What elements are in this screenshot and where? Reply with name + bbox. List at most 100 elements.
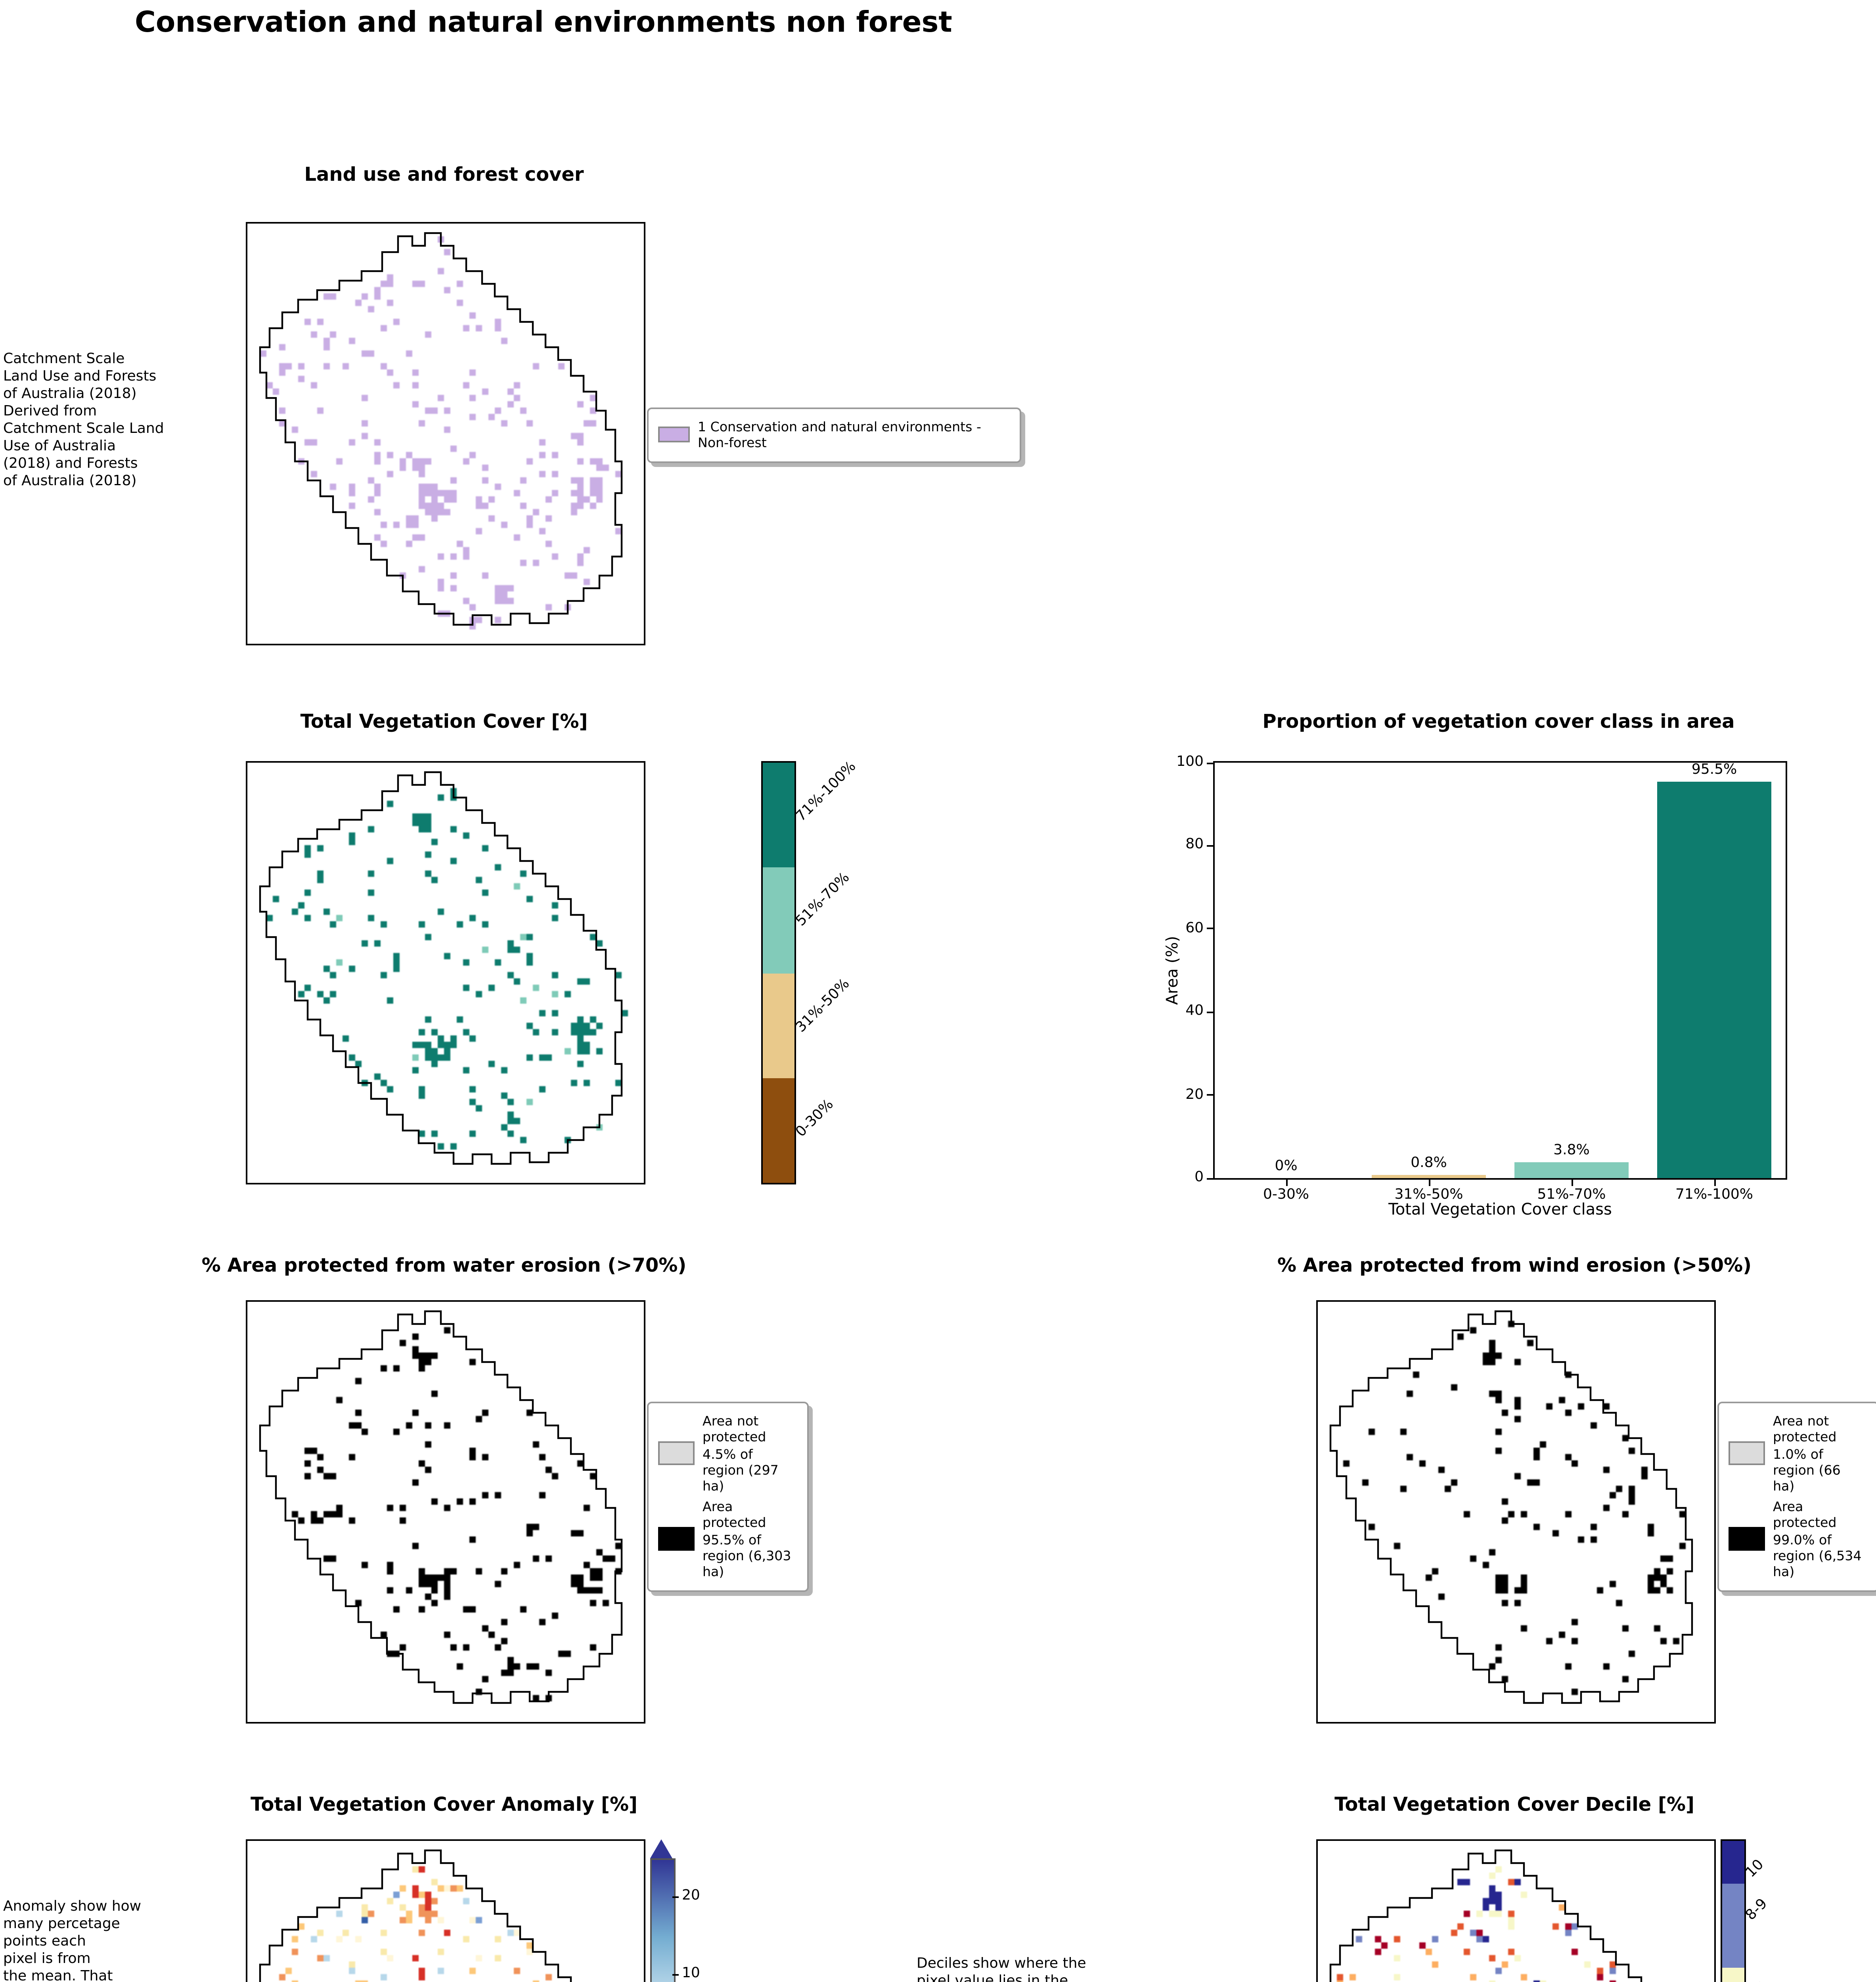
y-tick bbox=[1207, 845, 1213, 847]
bar-value-label: 0.8% bbox=[1411, 1156, 1447, 1172]
decile-raster bbox=[1318, 1841, 1714, 1982]
landuse-raster bbox=[247, 224, 644, 644]
anomaly-gradient-bar bbox=[650, 1858, 676, 1982]
tvc-raster bbox=[247, 763, 644, 1183]
bar-value-label: 0% bbox=[1275, 1159, 1298, 1175]
x-tick-label: 51%-70% bbox=[1537, 1188, 1606, 1203]
y-tick-label: 20 bbox=[1185, 1087, 1204, 1103]
water-protected-label: Area protected 95.5% of region (6,303 ha… bbox=[703, 1498, 791, 1580]
anomaly-colorbar: 20100−10−20 bbox=[650, 1839, 700, 1982]
bar-71%-100% bbox=[1657, 781, 1771, 1178]
water-protected-swatch bbox=[658, 1527, 695, 1551]
x-tick-label: 0-30% bbox=[1263, 1188, 1309, 1203]
anomaly-cbar-tick bbox=[672, 1896, 678, 1898]
water-notprotected-swatch bbox=[658, 1442, 695, 1466]
page-title: Conservation and natural environments no… bbox=[135, 6, 952, 40]
legend-entry: Area protected 95.5% of region (6,303 ha… bbox=[658, 1498, 798, 1580]
wind-raster bbox=[1318, 1302, 1714, 1722]
water-legend: Area not protected 4.5% of region (297 h… bbox=[647, 1402, 809, 1592]
y-tick bbox=[1207, 928, 1213, 930]
anomaly-cbar-tick-label: 20 bbox=[682, 1889, 700, 1905]
catchment-boundary bbox=[259, 771, 623, 1165]
proportion-bar-chart: Area (%) Total Vegetation Cover class 0 2… bbox=[1165, 755, 1787, 1219]
decile-cbar-segment bbox=[1722, 1967, 1744, 1982]
tvc-map bbox=[246, 761, 645, 1184]
decile-title: Total Vegetation Cover Decile [%] bbox=[1334, 1793, 1694, 1816]
y-tick-label: 80 bbox=[1185, 838, 1204, 854]
chart-xlabel: Total Vegetation Cover class bbox=[1388, 1202, 1612, 1219]
legend-entry: Area not protected 1.0% of region (66 ha… bbox=[1729, 1413, 1868, 1495]
tvc-cbar-segment bbox=[763, 973, 794, 1078]
catchment-boundary bbox=[259, 232, 623, 626]
landuse-legend-swatch bbox=[658, 427, 690, 443]
catchment-boundary bbox=[259, 1310, 623, 1704]
legend-entry: 1 Conservation and natural environments … bbox=[658, 419, 1010, 451]
tvc-cbar-label: 71%-100% bbox=[793, 759, 860, 826]
x-tick bbox=[1571, 1180, 1572, 1186]
anomaly-note: Anomaly show how many percetage points e… bbox=[3, 1900, 142, 1982]
anomaly-title: Total Vegetation Cover Anomaly [%] bbox=[251, 1793, 637, 1816]
x-tick bbox=[1713, 1180, 1715, 1186]
decile-map bbox=[1316, 1839, 1716, 1982]
landuse-source-note: Catchment Scale Land Use and Forests of … bbox=[3, 352, 164, 490]
water-raster bbox=[247, 1302, 644, 1722]
catchment-boundary bbox=[259, 1849, 572, 1982]
tvc-cbar-segment bbox=[763, 1078, 794, 1183]
y-tick-label: 40 bbox=[1185, 1004, 1204, 1020]
y-tick-label: 60 bbox=[1185, 921, 1204, 937]
y-tick bbox=[1207, 762, 1213, 763]
water-notprotected-label: Area not protected 4.5% of region (297 h… bbox=[703, 1413, 779, 1494]
y-tick bbox=[1207, 1011, 1213, 1013]
y-tick bbox=[1207, 1094, 1213, 1096]
catchment-boundary bbox=[1329, 1310, 1693, 1704]
x-tick bbox=[1285, 1180, 1287, 1186]
landuse-legend-label: 1 Conservation and natural environments … bbox=[698, 419, 981, 451]
legend-entry: Area protected 99.0% of region (6,534 ha… bbox=[1729, 1498, 1868, 1580]
bar-51%-70% bbox=[1514, 1162, 1629, 1178]
wind-notprotected-label: Area not protected 1.0% of region (66 ha… bbox=[1773, 1413, 1841, 1494]
wind-protected-label: Area protected 99.0% of region (6,534 ha… bbox=[1773, 1498, 1862, 1580]
y-tick-label: 0 bbox=[1195, 1170, 1204, 1186]
wind-protected-swatch bbox=[1729, 1527, 1765, 1551]
tvc-cbar-segment bbox=[763, 763, 794, 868]
decile-cbar-segment bbox=[1722, 1841, 1744, 1883]
decile-note: Deciles show where the pixel value lies … bbox=[917, 1957, 1086, 1982]
bar-value-label: 95.5% bbox=[1691, 762, 1737, 779]
decile-cbar-label: 10 bbox=[1743, 1857, 1768, 1882]
wind-notprotected-swatch bbox=[1729, 1442, 1765, 1466]
decile-cbar-segment bbox=[1722, 1883, 1744, 1967]
y-tick bbox=[1207, 1177, 1213, 1179]
tvc-cbar-label: 0-30% bbox=[793, 1096, 838, 1141]
x-tick-label: 31%-50% bbox=[1394, 1188, 1463, 1203]
legend-entry: Area not protected 4.5% of region (297 h… bbox=[658, 1413, 798, 1495]
wind-title: % Area protected from wind erosion (>50%… bbox=[1277, 1254, 1752, 1276]
decile-cbar-label: 8-9 bbox=[1743, 1896, 1771, 1924]
x-tick-label: 71%-100% bbox=[1675, 1188, 1753, 1203]
tvc-cbar-segment bbox=[763, 868, 794, 973]
bar-value-label: 3.8% bbox=[1553, 1143, 1590, 1159]
landuse-title: Land use and forest cover bbox=[304, 163, 584, 186]
wind-map bbox=[1316, 1300, 1716, 1724]
water-map bbox=[246, 1300, 645, 1724]
chart-ylabel: Area (%) bbox=[1165, 936, 1182, 1005]
landuse-legend: 1 Conservation and natural environments … bbox=[647, 407, 1021, 463]
landuse-map bbox=[246, 222, 645, 645]
decile-colorbar bbox=[1721, 1839, 1746, 1982]
colorbar-arrow-up bbox=[650, 1839, 672, 1858]
tvc-title: Total Vegetation Cover [%] bbox=[300, 710, 588, 733]
anomaly-raster bbox=[247, 1841, 644, 1982]
bar-31%-50% bbox=[1372, 1175, 1486, 1178]
tvc-cbar-label: 31%-50% bbox=[793, 976, 854, 1036]
x-tick bbox=[1428, 1180, 1430, 1186]
anomaly-cbar-tick-label: 10 bbox=[682, 1966, 700, 1982]
proportion-chart-title: Proportion of vegetation cover class in … bbox=[1262, 710, 1735, 733]
tvc-colorbar bbox=[761, 761, 796, 1184]
wind-legend: Area not protected 1.0% of region (66 ha… bbox=[1717, 1402, 1876, 1592]
y-tick-label: 100 bbox=[1176, 755, 1204, 771]
anomaly-cbar-tick bbox=[672, 1973, 678, 1975]
anomaly-map bbox=[246, 1839, 645, 1982]
decile-cbar-label: 4-7 bbox=[1744, 1980, 1771, 1982]
tvc-cbar-label: 51%-70% bbox=[793, 870, 854, 931]
catchment-boundary bbox=[1329, 1849, 1642, 1982]
